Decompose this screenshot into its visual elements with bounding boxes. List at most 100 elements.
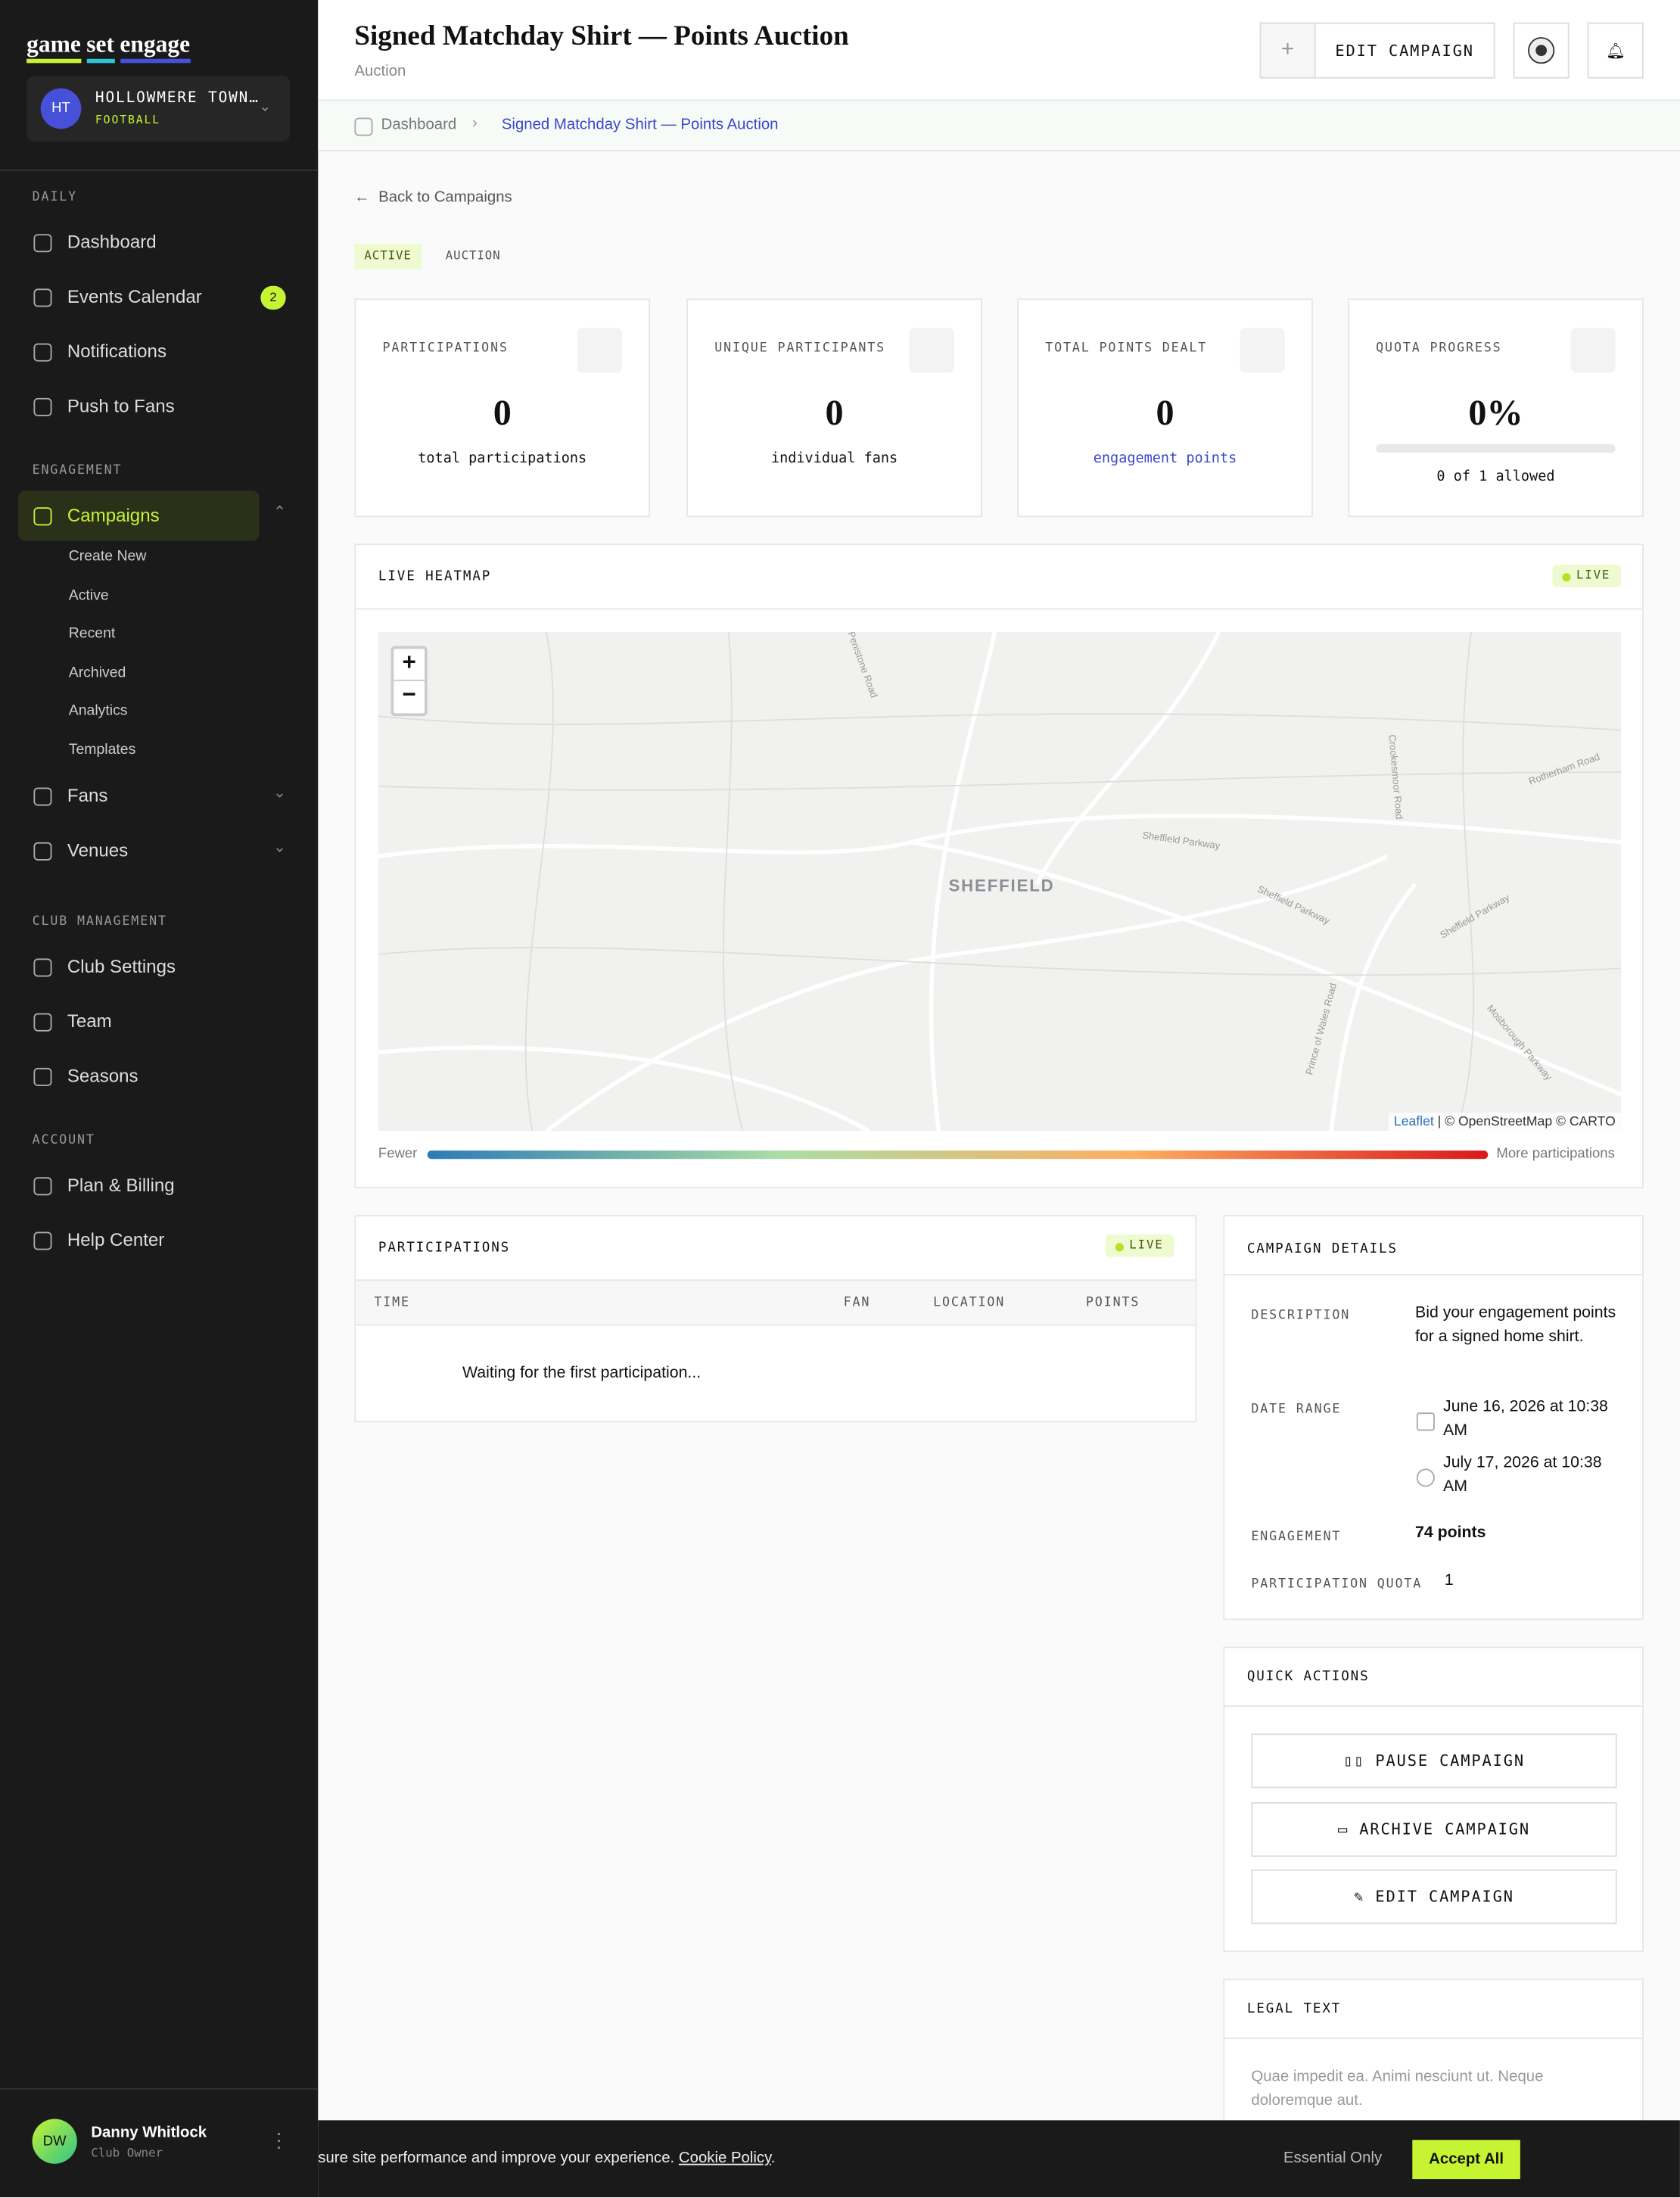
element — [545, 854, 1389, 1132]
detail-label: DATE RANGE — [1251, 1403, 1342, 1417]
nav-item[interactable]: Dashboard — [67, 231, 157, 253]
nav-item[interactable]: Push to Fans — [67, 395, 175, 416]
stat-icon — [1240, 328, 1285, 373]
archive-button[interactable]: ▭ ARCHIVE CAMPAIGN — [1251, 1802, 1617, 1857]
zoom-in[interactable]: + — [394, 649, 425, 681]
nav-subitem[interactable]: Active — [68, 586, 109, 604]
leaflet-link[interactable]: Leaflet — [1393, 1113, 1434, 1130]
edit-campaign-button[interactable]: EDIT CAMPAIGN — [1314, 22, 1495, 79]
stat-caption: engagement points — [1093, 451, 1237, 467]
breadcrumb-link[interactable]: Dashboard — [381, 116, 457, 133]
accept-button[interactable]: Accept All — [1412, 2140, 1520, 2180]
nav-icon — [33, 787, 52, 806]
logo-word: set — [86, 31, 114, 64]
cookie-text: sure site performance and improve your e… — [318, 2150, 675, 2167]
stat-label: QUOTA PROGRESS — [1376, 341, 1502, 356]
stat-caption: individual fans — [770, 451, 898, 467]
date-end: July 17, 2026 at 10:38 AM — [1443, 1454, 1602, 1496]
edit-button[interactable]: ✎ EDIT CAMPAIGN — [1251, 1869, 1617, 1925]
nav-chevron: ⌄ — [273, 839, 287, 857]
stat-card: UNIQUE PARTICIPANTS 0 individual fans — [686, 298, 982, 518]
nav-item[interactable]: Seasons — [67, 1065, 138, 1086]
detail-label: PARTICIPATION QUOTA — [1251, 1577, 1423, 1592]
chevron: ⌄ — [259, 99, 272, 115]
club-crest[interactable] — [1513, 22, 1570, 79]
quick-actions-card: QUICK ACTIONS ▯▯ PAUSE CAMPAIGN ▭ ARCHIV… — [1223, 1646, 1644, 1953]
nav-chevron: ⌃ — [273, 504, 287, 521]
stat-label: UNIQUE PARTICIPANTS — [714, 341, 886, 356]
divider — [0, 2087, 319, 2090]
legend-low: Fewer — [378, 1146, 418, 1162]
element — [378, 713, 1622, 731]
club-avatar: HT — [40, 88, 82, 129]
breadcrumb: Dashboard › Signed Matchday Shirt — Poin… — [318, 101, 1680, 151]
nav-item[interactable]: Fans — [67, 784, 108, 806]
cookie-text-end: . — [770, 2150, 776, 2167]
legend-gradient — [427, 1150, 1489, 1160]
zoom-out[interactable]: − — [402, 680, 416, 708]
nav-item[interactable]: Club Settings — [67, 955, 176, 977]
participations-title: PARTICIPATIONS — [378, 1240, 511, 1256]
nav-item[interactable]: Campaigns — [67, 504, 160, 526]
nav-icon — [33, 842, 52, 861]
detail-label: DESCRIPTION — [1251, 1309, 1351, 1323]
nav-subitem[interactable]: Recent — [68, 624, 116, 642]
details-title: CAMPAIGN DETAILS — [1246, 1241, 1398, 1257]
element — [1329, 883, 1417, 1132]
column-header: FAN — [843, 1296, 871, 1311]
stat-caption: 0 of 1 allowed — [1436, 469, 1555, 485]
essential-button[interactable]: Essential Only — [1283, 2150, 1383, 2167]
legal-title: LEGAL TEXT — [1246, 2000, 1342, 2017]
user-name: Danny Whitlock — [91, 2124, 207, 2142]
element — [722, 632, 744, 1132]
nav-icon — [33, 1177, 52, 1196]
nav-item[interactable]: Notifications — [67, 340, 166, 362]
nav-icon — [33, 958, 52, 977]
nav-item[interactable]: Team — [67, 1010, 112, 1032]
stat-label: TOTAL POINTS DEALT — [1045, 341, 1208, 356]
add-button[interactable]: + — [1259, 22, 1316, 79]
nav-item[interactable]: Events Calendar — [67, 285, 202, 307]
notifications-button[interactable]: 🔔︎ — [1587, 22, 1644, 79]
nav-item[interactable]: Plan & Billing — [67, 1174, 175, 1196]
crest-icon — [1528, 37, 1555, 64]
nav-item[interactable]: Help Center — [67, 1228, 165, 1250]
club-switcher[interactable]: HT HOLLOWMERE TOWN… FOOTBALL ⌄ — [26, 75, 291, 142]
user-menu[interactable]: ⋮ — [269, 2128, 289, 2152]
element — [1456, 632, 1474, 1132]
table-header: TIME FAN LOCATION POINTS — [356, 1279, 1196, 1326]
divider — [1224, 1705, 1642, 1708]
back-link[interactable]: ← Back to Campaigns — [354, 188, 512, 207]
details-card: CAMPAIGN DETAILS DESCRIPTION Bid your en… — [1223, 1215, 1644, 1620]
pause-button[interactable]: ▯▯ PAUSE CAMPAIGN — [1251, 1733, 1617, 1789]
divider — [1224, 1274, 1642, 1275]
attribution-text: | © OpenStreetMap © CARTO — [1437, 1113, 1616, 1130]
nav-subitem[interactable]: Archived — [68, 663, 126, 680]
participations-card: PARTICIPATIONS LIVE TIME FAN LOCATION PO… — [354, 1215, 1197, 1423]
cookie-link[interactable]: Cookie Policy — [678, 2150, 771, 2167]
nav-subitem[interactable]: Create New — [68, 547, 147, 565]
navigation: DAILY Dashboard Events Calendar 2 Notificati… — [0, 0, 318, 2088]
sidebar: game set engage HT HOLLOWMERE TOWN… FOOT… — [0, 0, 319, 2198]
nav-icon — [33, 1067, 52, 1086]
stat-card: PARTICIPATIONS 0 total participations — [354, 298, 651, 518]
nav-icon — [33, 1013, 52, 1032]
club-sport: FOOTBALL — [95, 113, 161, 126]
nav-item[interactable]: Venues — [67, 839, 129, 861]
button-text: EDIT CAMPAIGN — [1375, 1887, 1514, 1907]
stat-icon — [577, 328, 623, 373]
divider — [356, 608, 1642, 610]
nav-subitem[interactable]: Templates — [68, 740, 136, 758]
nav-icon — [33, 397, 52, 416]
nav-subitem[interactable]: Analytics — [68, 702, 128, 719]
nav-section-title: DAILY — [32, 190, 78, 205]
stat-caption: total participations — [418, 451, 587, 467]
quick-actions-title: QUICK ACTIONS — [1246, 1669, 1370, 1685]
nav-badge: 2 — [260, 285, 286, 310]
element — [1535, 45, 1548, 57]
heatmap-title: LIVE HEATMAP — [378, 568, 492, 585]
legal-text: Quae impedit ea. Animi nesciunt ut. Nequ… — [1251, 2068, 1544, 2109]
